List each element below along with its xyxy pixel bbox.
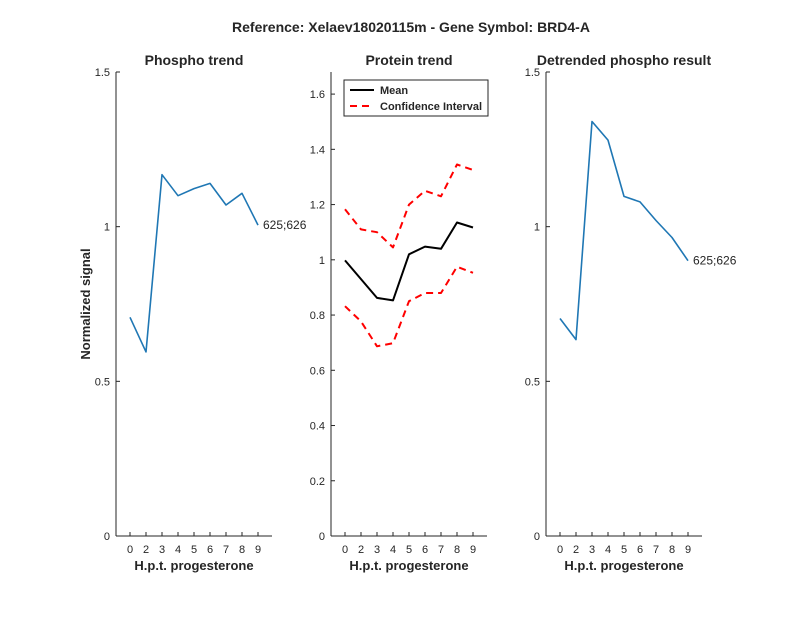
legend-label-mean: Mean xyxy=(380,85,408,97)
y-tick-label: 0.5 xyxy=(95,376,110,388)
y-tick-label: 0.2 xyxy=(310,476,325,488)
x-tick-label: 4 xyxy=(390,544,396,556)
phospho-series-line xyxy=(129,173,259,353)
x-tick-label: 5 xyxy=(191,544,197,556)
x-tick-label: 6 xyxy=(422,544,428,556)
y-tick-label: 1.4 xyxy=(310,144,325,156)
x-tick-label: 8 xyxy=(239,544,245,556)
x-tick-label: 2 xyxy=(143,544,149,556)
x-tick-label: 4 xyxy=(605,544,611,556)
y-tick-label: 1 xyxy=(319,255,325,267)
y-tick-label: 1.5 xyxy=(525,67,540,79)
y-tick-label: 0 xyxy=(534,531,540,543)
y-tick-label: 0.4 xyxy=(310,421,325,433)
x-tick-label: 9 xyxy=(685,544,691,556)
y-tick-label: 0 xyxy=(319,531,325,543)
legend: Mean Confidence Interval xyxy=(343,79,489,117)
x-axis-label: H.p.t. progesterone xyxy=(134,558,253,573)
y-tick-label: 1 xyxy=(104,222,110,234)
figure-suptitle: Reference: Xelaev18020115m - Gene Symbol… xyxy=(232,19,590,35)
series-end-label: 625;626 xyxy=(263,218,307,232)
y-tick-label: 1 xyxy=(534,222,540,234)
y-tick-label: 1.5 xyxy=(95,67,110,79)
x-tick-label: 0 xyxy=(342,544,348,556)
detrended-series-line xyxy=(559,120,689,341)
y-tick-label: 1.6 xyxy=(310,89,325,101)
x-tick-label: 9 xyxy=(255,544,261,556)
legend-label-ci: Confidence Interval xyxy=(380,101,482,113)
y-axis-label: Normalized signal xyxy=(78,248,93,359)
x-axis-label: H.p.t. progesterone xyxy=(564,558,683,573)
x-tick-label: 0 xyxy=(127,544,133,556)
panel-title: Phospho trend xyxy=(145,52,244,68)
mean-series-line xyxy=(344,221,474,302)
x-tick-label: 5 xyxy=(621,544,627,556)
x-axis-label: H.p.t. progesterone xyxy=(349,558,468,573)
x-tick-label: 2 xyxy=(358,544,364,556)
x-tick-label: 3 xyxy=(374,544,380,556)
x-tick-label: 3 xyxy=(159,544,165,556)
y-tick-label: 0 xyxy=(104,531,110,543)
x-tick-label: 8 xyxy=(669,544,675,556)
x-tick-label: 6 xyxy=(207,544,213,556)
x-tick-label: 7 xyxy=(653,544,659,556)
x-tick-label: 4 xyxy=(175,544,181,556)
panel-title: Detrended phospho result xyxy=(537,52,712,68)
x-tick-label: 7 xyxy=(438,544,444,556)
y-tick-label: 0.8 xyxy=(310,310,325,322)
x-tick-label: 8 xyxy=(454,544,460,556)
x-tick-label: 9 xyxy=(470,544,476,556)
y-tick-label: 1.2 xyxy=(310,200,325,212)
x-tick-label: 6 xyxy=(637,544,643,556)
x-tick-label: 2 xyxy=(573,544,579,556)
y-tick-label: 0.5 xyxy=(525,376,540,388)
panel-title: Protein trend xyxy=(365,52,452,68)
x-tick-label: 3 xyxy=(589,544,595,556)
series-end-label: 625;626 xyxy=(693,254,737,268)
legend-box xyxy=(343,79,489,117)
x-tick-label: 0 xyxy=(557,544,563,556)
x-tick-label: 7 xyxy=(223,544,229,556)
x-tick-label: 5 xyxy=(406,544,412,556)
confidence-interval-line xyxy=(344,163,474,249)
y-tick-label: 0.6 xyxy=(310,365,325,377)
confidence-interval-line xyxy=(344,265,474,348)
